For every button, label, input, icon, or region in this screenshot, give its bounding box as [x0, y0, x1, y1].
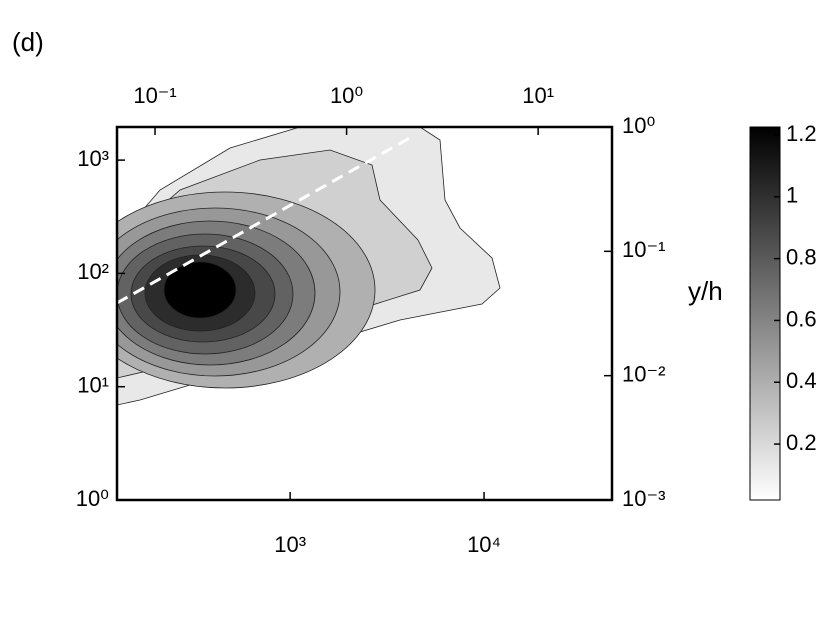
- colorbar-tick-label: 1: [786, 183, 798, 208]
- plot-frame: [115, 125, 614, 502]
- y-tick-label: 10⁰: [76, 486, 109, 511]
- colorbar-tick-label: 1.2: [786, 121, 817, 146]
- x2-tick-label: 10⁰: [330, 83, 363, 108]
- y-tick-label: 10¹: [77, 373, 109, 398]
- colorbar-tick-label: 0.6: [786, 306, 817, 331]
- panel-label: (d): [12, 27, 44, 57]
- dashed-line: [117, 133, 416, 305]
- x-tick-label: 10⁴: [467, 532, 501, 557]
- x-tick-label: 10³: [274, 532, 306, 557]
- contour-fill: [163, 261, 237, 319]
- x2-tick-label: 10⁻¹: [133, 83, 176, 108]
- colorbar-tick-label: 0.4: [786, 368, 817, 393]
- x2-tick-label: 10¹: [522, 83, 554, 108]
- y2-axis-label: y/h: [688, 276, 723, 306]
- y-tick-label: 10²: [77, 259, 109, 284]
- y2-tick-label: 10⁻²: [622, 361, 665, 386]
- y-tick-label: 10³: [77, 146, 109, 171]
- colorbar: [749, 126, 781, 501]
- colorbar-tick-label: 0.2: [786, 430, 817, 455]
- colorbar-tick-label: 0.8: [786, 244, 817, 269]
- y2-tick-label: 10⁰: [622, 113, 655, 138]
- y2-tick-label: 10⁻¹: [622, 237, 665, 262]
- y2-tick-label: 10⁻³: [622, 486, 665, 511]
- contours: [117, 127, 501, 406]
